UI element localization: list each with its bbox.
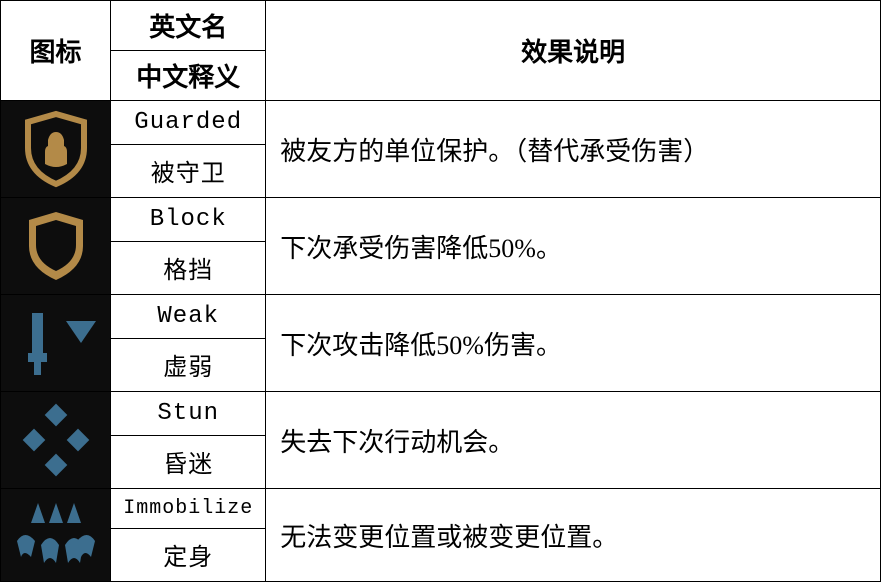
english-name: Block: [111, 198, 266, 242]
chinese-name: 格挡: [111, 242, 266, 295]
description-cell: 下次攻击降低50%伤害。: [266, 295, 881, 392]
icon-cell: [1, 101, 111, 198]
header-icon: 图标: [1, 1, 111, 101]
guarded-icon: [21, 110, 91, 188]
icon-cell: [1, 295, 111, 392]
english-name: Guarded: [111, 101, 266, 145]
table-row: Weak 下次攻击降低50%伤害。: [1, 295, 881, 339]
stun-icon: [17, 401, 95, 479]
immobilize-icon: [11, 499, 101, 571]
block-icon: [23, 208, 89, 284]
chinese-name: 定身: [111, 529, 266, 582]
chinese-name: 昏迷: [111, 436, 266, 489]
description-cell: 无法变更位置或被变更位置。: [266, 489, 881, 582]
icon-cell: [1, 198, 111, 295]
chinese-name: 虚弱: [111, 339, 266, 392]
english-name: Stun: [111, 392, 266, 436]
weak-icon: [11, 307, 101, 379]
header-english: 英文名: [111, 1, 266, 51]
table-row: Guarded 被友方的单位保护。（替代承受伤害）: [1, 101, 881, 145]
english-name: Weak: [111, 295, 266, 339]
description-cell: 下次承受伤害降低50%。: [266, 198, 881, 295]
chinese-name: 被守卫: [111, 145, 266, 198]
header-chinese: 中文释义: [111, 51, 266, 101]
icon-cell: [1, 392, 111, 489]
table-row: Stun 失去下次行动机会。: [1, 392, 881, 436]
table-row: Immobilize 无法变更位置或被变更位置。: [1, 489, 881, 529]
icon-cell: [1, 489, 111, 582]
table-row: Block 下次承受伤害降低50%。: [1, 198, 881, 242]
header-description: 效果说明: [266, 1, 881, 101]
status-effects-table: 图标 英文名 效果说明 中文释义 Guarded 被友方的单位保护。（替代承受伤…: [0, 0, 881, 582]
english-name: Immobilize: [111, 489, 266, 529]
description-cell: 失去下次行动机会。: [266, 392, 881, 489]
description-cell: 被友方的单位保护。（替代承受伤害）: [266, 101, 881, 198]
